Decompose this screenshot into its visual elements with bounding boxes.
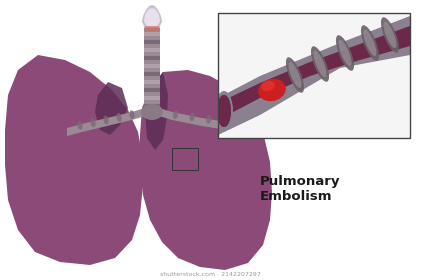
Polygon shape [159,108,242,132]
Bar [144,88,160,92]
Polygon shape [140,70,272,270]
Ellipse shape [286,57,304,93]
Ellipse shape [141,104,163,120]
Polygon shape [142,5,162,28]
Bar [144,96,160,100]
Ellipse shape [258,79,286,101]
Ellipse shape [338,40,352,66]
Polygon shape [218,26,410,120]
Ellipse shape [314,51,326,77]
Bar [145,26,159,31]
Bar [218,13,410,138]
Polygon shape [144,8,160,27]
Ellipse shape [173,110,178,119]
Ellipse shape [104,116,109,124]
Ellipse shape [215,91,233,131]
Ellipse shape [217,95,231,127]
Ellipse shape [364,30,376,56]
Bar [144,80,160,84]
Polygon shape [67,108,145,136]
Ellipse shape [217,95,231,127]
Ellipse shape [381,17,399,53]
Ellipse shape [223,117,228,126]
Text: shutterstock.com · 2142207297: shutterstock.com · 2142207297 [160,272,261,277]
Ellipse shape [129,110,135,119]
Polygon shape [95,82,128,135]
Polygon shape [5,55,143,265]
Bar [144,32,160,36]
Ellipse shape [77,121,83,130]
Ellipse shape [206,115,211,124]
Bar [144,104,160,108]
Ellipse shape [189,112,195,121]
Bar [144,72,160,76]
Ellipse shape [336,35,354,71]
Ellipse shape [311,46,329,82]
Polygon shape [218,16,410,135]
Ellipse shape [117,113,122,122]
Bar [144,56,160,60]
Ellipse shape [361,25,379,61]
Ellipse shape [288,62,301,88]
Bar [144,48,160,52]
Ellipse shape [384,22,397,48]
Text: Pulmonary
Embolism: Pulmonary Embolism [260,175,341,203]
Ellipse shape [91,118,96,127]
Bar [144,40,160,44]
Bar [218,13,410,138]
FancyBboxPatch shape [144,27,160,111]
Bar [172,148,198,170]
Polygon shape [145,72,168,150]
Ellipse shape [261,81,275,91]
Bar [144,64,160,68]
